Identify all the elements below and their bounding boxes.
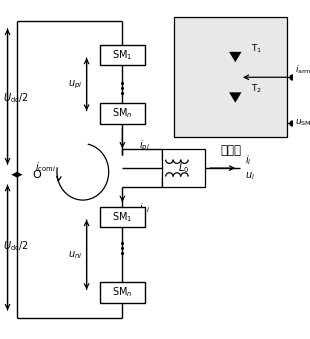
Text: SM$_1$: SM$_1$ [112, 210, 132, 224]
Polygon shape [11, 172, 23, 178]
Text: 子模块: 子模块 [220, 144, 241, 157]
Text: $i_{\mathrm{arm}}$: $i_{\mathrm{arm}}$ [294, 63, 310, 76]
Text: $i_{ni}$: $i_{ni}$ [139, 201, 150, 215]
Text: $i_{pi}$: $i_{pi}$ [139, 138, 150, 153]
Text: SM$_n$: SM$_n$ [112, 285, 133, 299]
Bar [174, 18, 287, 137]
Text: $i_i$: $i_i$ [245, 154, 251, 167]
Bar [100, 103, 145, 124]
Bar [100, 282, 145, 303]
Text: SM$_1$: SM$_1$ [112, 48, 132, 62]
Text: SM$_n$: SM$_n$ [112, 106, 133, 120]
Bar [162, 149, 205, 187]
Polygon shape [229, 52, 241, 62]
Text: $u_{\mathrm{SM}}$: $u_{\mathrm{SM}}$ [294, 118, 310, 128]
Text: O: O [32, 170, 41, 180]
Text: $u_{ni}$: $u_{ni}$ [69, 249, 83, 261]
Text: T$_1$: T$_1$ [251, 42, 262, 55]
Bar [100, 45, 145, 65]
Text: $U_{\mathrm{dc}}/2$: $U_{\mathrm{dc}}/2$ [3, 239, 29, 253]
Text: $L_0$: $L_0$ [178, 161, 189, 175]
Text: $i_{\mathrm{com}i}$: $i_{\mathrm{com}i}$ [35, 160, 56, 174]
Text: T$_2$: T$_2$ [251, 83, 262, 96]
Text: $U_{\mathrm{dc}}/2$: $U_{\mathrm{dc}}/2$ [3, 91, 29, 105]
Text: $u_{pi}$: $u_{pi}$ [69, 78, 83, 91]
Polygon shape [229, 92, 241, 103]
Bar [100, 207, 145, 227]
Text: $u_i$: $u_i$ [245, 170, 255, 181]
